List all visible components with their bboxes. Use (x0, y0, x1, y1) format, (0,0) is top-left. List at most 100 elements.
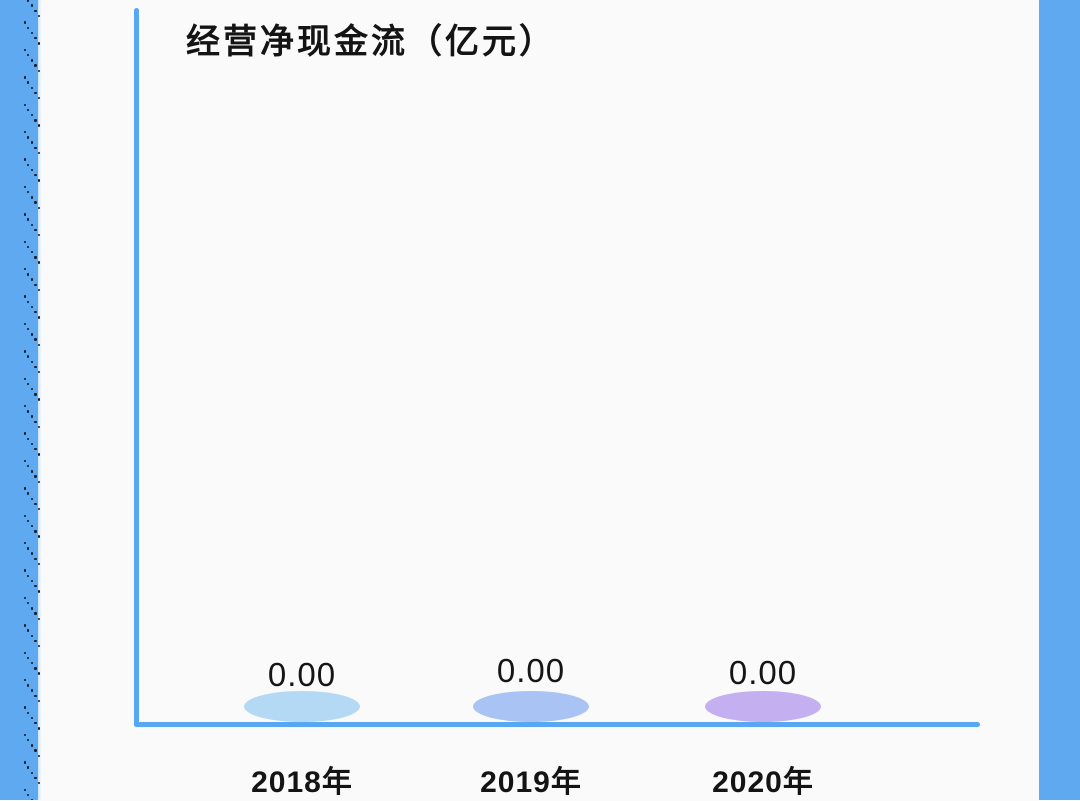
band-texture-dot (34, 722, 37, 725)
band-texture-dot (27, 218, 30, 221)
band-texture-dot (30, 771, 34, 774)
band-texture-dot (37, 42, 41, 45)
band-texture-dot (27, 437, 30, 440)
band-texture-dot (23, 432, 26, 435)
band-texture-dot (27, 245, 30, 249)
band-texture-dot (30, 278, 34, 281)
band-texture-dot (30, 333, 34, 336)
band-texture-dot (34, 639, 37, 643)
band-texture-dot (30, 305, 34, 309)
band-texture-dot (27, 382, 30, 386)
y-axis-line (134, 8, 139, 727)
band-texture-dot (34, 91, 37, 95)
band-texture-dot (30, 360, 34, 363)
band-texture-dot (27, 574, 30, 577)
band-texture-dot (27, 410, 30, 413)
band-texture-dot (30, 744, 34, 747)
band-texture-dot (34, 9, 37, 12)
x-axis-line (134, 722, 980, 727)
band-texture-dot (30, 579, 34, 583)
band-texture-dot (30, 31, 34, 35)
band-texture-dot (27, 328, 30, 331)
band-texture-dot (27, 629, 30, 632)
band-texture-dot (30, 689, 34, 692)
band-texture-dot (34, 667, 37, 670)
band-texture-dot (27, 711, 30, 714)
band-texture-dot (37, 288, 41, 292)
x-tick-label-2019: 2019年 (480, 766, 582, 799)
value-label-2020: 0.00 (728, 654, 798, 691)
band-texture-dot (27, 81, 30, 84)
band-texture-dot (34, 119, 37, 122)
band-texture-dot (30, 141, 34, 144)
band-texture-dot (27, 300, 30, 303)
data-point-2020: 0.00 2020年 (673, 645, 853, 799)
band-texture-dot (37, 453, 41, 456)
band-texture-dot (30, 415, 34, 418)
x-tick-label-2020: 2020年 (712, 766, 814, 799)
bubble-marker-2020 (705, 691, 821, 722)
band-texture-dot (34, 749, 37, 752)
band-texture-dot (27, 492, 30, 495)
band-texture-dot (37, 69, 41, 72)
band-texture-dot (27, 26, 30, 29)
band-texture-dot (30, 4, 34, 7)
band-texture-dot (37, 535, 41, 538)
band-texture-dot (30, 470, 34, 473)
band-texture-dot (37, 124, 41, 127)
band-texture-dot (23, 76, 26, 79)
band-texture-dot (27, 273, 30, 276)
band-texture-dot (27, 191, 30, 194)
right-border-band (1039, 0, 1080, 800)
band-texture-dot (23, 761, 26, 764)
band-texture-dot (37, 727, 41, 730)
band-texture-dot (37, 398, 41, 401)
band-texture-dot (27, 136, 30, 139)
band-texture-dot (30, 168, 34, 172)
band-texture-dot (34, 530, 37, 533)
band-texture-dot (30, 223, 34, 226)
band-texture-dot (30, 442, 34, 446)
band-texture-dot (30, 716, 34, 720)
band-texture-dot (30, 497, 34, 500)
band-texture-dot (23, 350, 26, 353)
band-texture-dot (23, 131, 26, 134)
band-texture-dot (23, 514, 26, 517)
band-texture-dot (37, 97, 41, 100)
band-texture-dot (23, 185, 26, 189)
band-texture-dot (27, 793, 30, 797)
chart-title: 经营净现金流（亿元） (186, 23, 556, 61)
band-texture-dot (37, 590, 41, 593)
band-texture-dot (37, 206, 41, 209)
band-texture-dot (34, 64, 37, 67)
band-texture-dot (23, 48, 26, 52)
band-texture-dot (34, 146, 37, 149)
band-texture-dot (23, 158, 26, 161)
band-texture-dot (37, 179, 41, 182)
band-texture-dot (27, 465, 30, 468)
band-texture-dot (34, 37, 37, 40)
band-texture-dot (37, 316, 41, 319)
band-texture-dot (30, 86, 34, 89)
band-texture-dot (37, 480, 41, 483)
band-texture-dot (34, 393, 37, 396)
band-texture-dot (23, 268, 26, 271)
band-texture-dot (27, 656, 30, 660)
data-point-2018: 0.00 2018年 (212, 645, 392, 799)
band-texture-dot (30, 388, 34, 391)
band-texture-dot (34, 228, 37, 232)
band-texture-dot (34, 475, 37, 478)
band-texture-dot (37, 754, 41, 757)
band-texture-dot (37, 425, 41, 429)
band-texture-dot (23, 322, 26, 326)
band-texture-dot (23, 487, 26, 490)
band-texture-dot (23, 624, 26, 627)
band-texture-dot (34, 338, 37, 341)
band-texture-dot (23, 788, 26, 791)
bubble-marker-2018 (244, 691, 360, 722)
band-texture-dot (23, 21, 26, 24)
band-texture-dot (30, 607, 34, 610)
band-texture-dot (37, 261, 41, 264)
band-texture-dot (37, 699, 41, 703)
band-texture-dot (27, 355, 30, 358)
